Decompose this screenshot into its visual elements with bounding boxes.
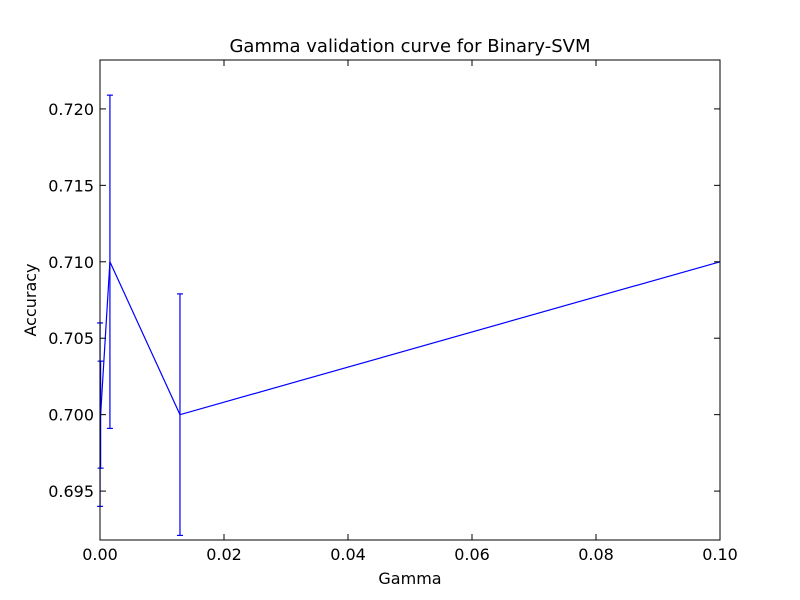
error-bar (106, 94, 113, 430)
tick-layer: 0.00 0.02 0.04 0.06 0.08 0.10 0.695 0.700 0.705 0… (48, 60, 738, 564)
plot-area: 0.00 0.02 0.04 0.06 0.08 0.10 0.695 0.700 0.705 0… (48, 59, 738, 564)
y-tick-label: 0.720 (48, 100, 94, 119)
x-tick-label: 0.10 (702, 545, 738, 564)
chart-title: Gamma validation curve for Binary-SVM (229, 36, 590, 57)
y-tick-label: 0.710 (48, 253, 94, 272)
x-tick-label: 0.02 (206, 545, 242, 564)
error-bar (176, 293, 183, 537)
x-tick-label: 0.00 (82, 545, 118, 564)
axes-frame (99, 59, 721, 541)
y-axis-label: Accuracy (21, 263, 40, 336)
y-tick-label: 0.705 (48, 329, 94, 348)
x-tick-label: 0.04 (330, 545, 366, 564)
y-tick-label: 0.695 (48, 482, 94, 501)
y-tick-label: 0.700 (48, 406, 94, 425)
x-tick-label: 0.06 (454, 545, 490, 564)
y-tick-label: 0.715 (48, 176, 94, 195)
x-axis-label: Gamma (378, 569, 441, 588)
x-tick-label: 0.08 (578, 545, 614, 564)
